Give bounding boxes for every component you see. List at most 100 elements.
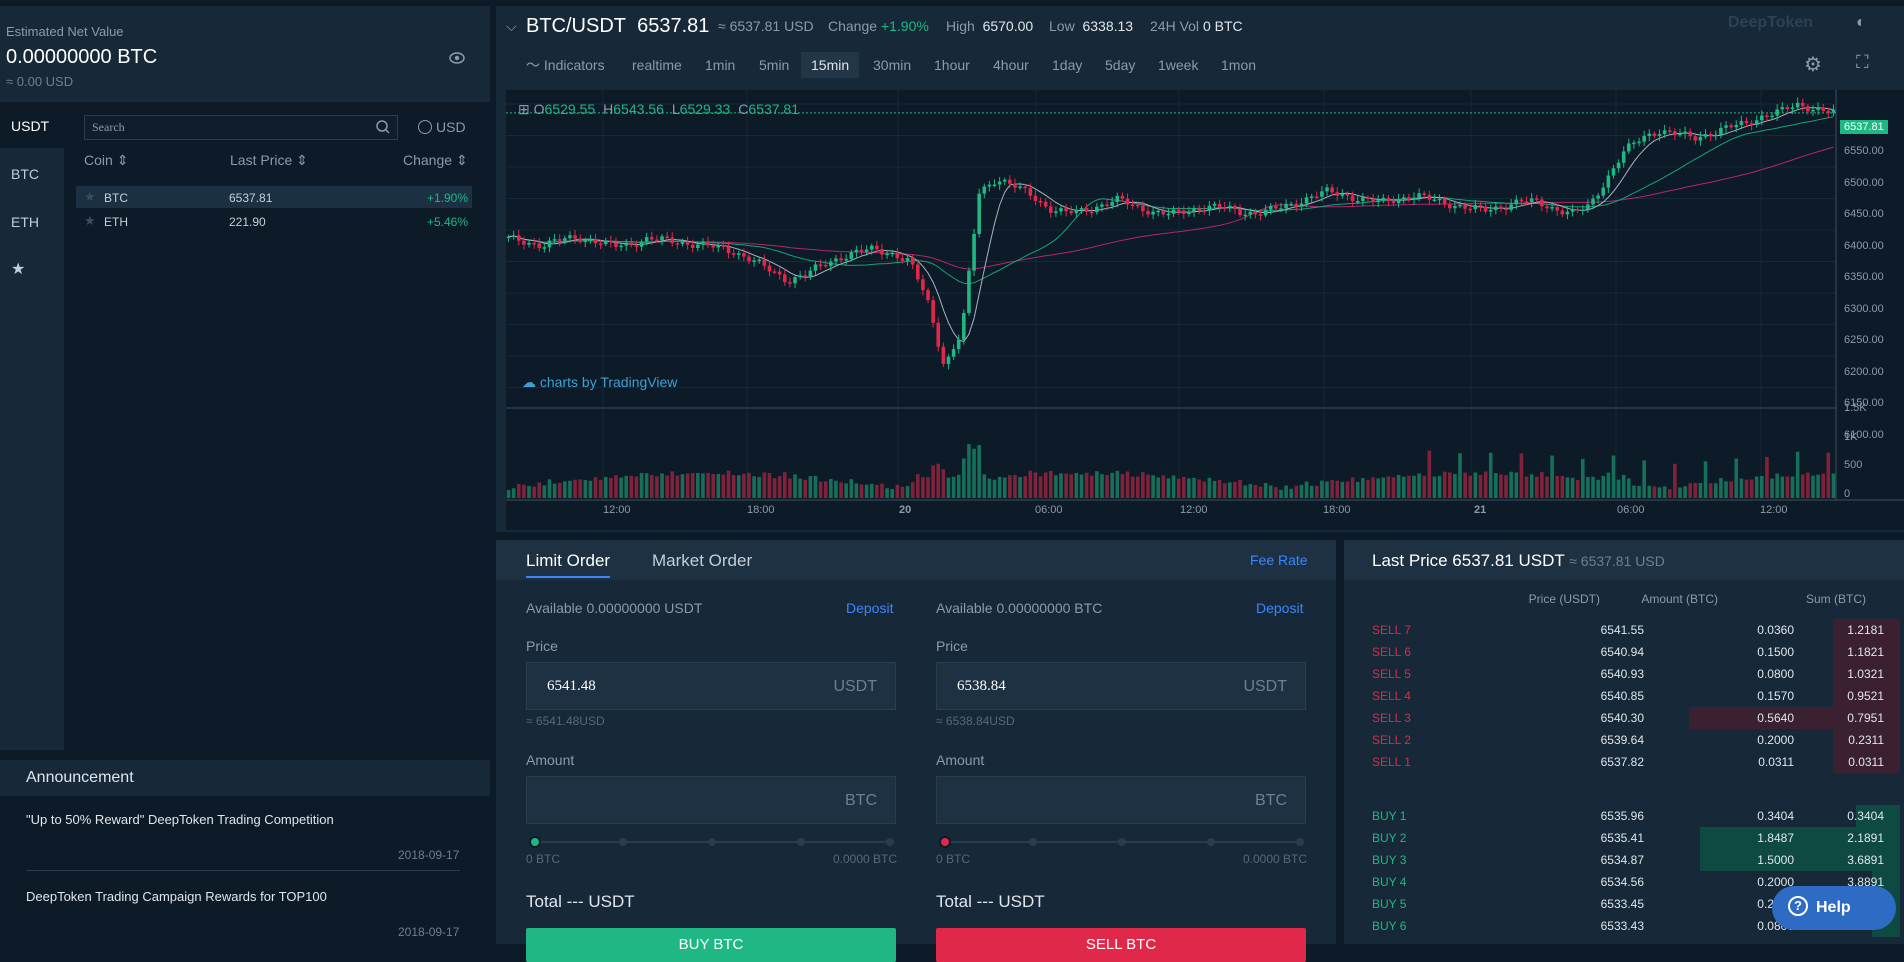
candle: [1110, 201, 1114, 206]
help-button[interactable]: ? Help: [1772, 886, 1896, 930]
candle: [685, 241, 690, 245]
coin-row-btc[interactable]: ★ BTC 6537.81 +1.90%: [76, 186, 472, 208]
interval-1day[interactable]: 1day: [1052, 57, 1083, 73]
col-header-change[interactable]: Change ⇕: [403, 152, 468, 169]
candle: [1529, 198, 1534, 202]
chevron-down-icon[interactable]: ⌵: [506, 18, 517, 34]
volume-bar: [542, 485, 547, 498]
tradingview-link[interactable]: ☁ charts by TradingView: [522, 374, 677, 391]
fee-rate-link[interactable]: Fee Rate: [1250, 552, 1308, 568]
interval-realtime[interactable]: realtime: [632, 57, 682, 73]
buys-row[interactable]: BUY 4 6534.56 0.2000 3.8891: [1344, 871, 1900, 893]
candle: [890, 252, 895, 255]
volume-bar: [506, 490, 511, 498]
sells-row[interactable]: SELL 7 6541.55 0.0360 1.2181: [1344, 619, 1900, 641]
col-header-price[interactable]: Last Price ⇕: [230, 152, 308, 169]
volume-bar: [1591, 476, 1595, 498]
volume-bar: [1002, 477, 1007, 498]
eye-icon[interactable]: [448, 50, 466, 66]
tab-btc[interactable]: BTC: [11, 166, 39, 182]
volume-bar: [941, 469, 946, 498]
sell-price-input[interactable]: 6538.84 USDT: [936, 662, 1306, 710]
search-icon[interactable]: [375, 119, 391, 135]
sells-row[interactable]: SELL 6 6540.94 0.1500 1.1821: [1344, 641, 1900, 663]
announcement-item[interactable]: DeepToken Trading Campaign Rewards for T…: [26, 889, 327, 904]
tradingview-label: charts by TradingView: [539, 374, 678, 390]
buy-amount-input[interactable]: BTC: [526, 776, 896, 824]
sell-button[interactable]: SELL BTC: [936, 928, 1306, 962]
time-axis-label: 06:00: [1617, 504, 1645, 516]
volume-bar: [1038, 476, 1043, 498]
buy-price-input[interactable]: 6541.48 USDT: [526, 662, 896, 710]
coin-row-eth[interactable]: ★ ETH 221.90 +5.46%: [76, 210, 472, 232]
price-chart[interactable]: [506, 90, 1904, 530]
candle: [1519, 199, 1524, 202]
volume-bar: [1458, 453, 1462, 498]
interval-1week[interactable]: 1week: [1158, 57, 1199, 73]
sell-deposit-link[interactable]: Deposit: [1256, 600, 1304, 616]
candle: [1606, 175, 1611, 188]
tab-limit-order[interactable]: Limit Order: [526, 551, 611, 570]
depth-bar: [1833, 663, 1900, 685]
favorites-star-icon[interactable]: ★: [11, 261, 26, 278]
volume-bar: [1289, 488, 1294, 498]
candle: [522, 240, 526, 245]
volume-bar: [1386, 476, 1391, 498]
buys-row[interactable]: BUY 3 6534.87 1.5000 3.6891: [1344, 849, 1900, 871]
sells-row[interactable]: SELL 3 6540.30 0.5640 0.7951: [1344, 707, 1900, 729]
star-icon[interactable]: ★: [84, 213, 96, 228]
volume-bar: [962, 458, 966, 498]
interval-15min[interactable]: 15min: [801, 52, 860, 78]
tab-usdt[interactable]: USDT: [0, 104, 64, 148]
volume-bar: [1115, 470, 1120, 498]
sells-row[interactable]: SELL 2 6539.64 0.2000 0.2311: [1344, 729, 1900, 751]
volume-bar: [844, 483, 848, 498]
candle: [1713, 134, 1718, 137]
candle: [1309, 196, 1314, 198]
interval-1min[interactable]: 1min: [705, 57, 736, 73]
volume-bar: [1340, 481, 1345, 498]
col-header-coin[interactable]: Coin ⇕: [84, 152, 128, 169]
candle: [573, 235, 577, 239]
sell-amount-slider[interactable]: [939, 836, 1304, 848]
tab-market-order[interactable]: Market Order: [652, 551, 753, 570]
chart-svg[interactable]: [506, 90, 1904, 530]
theme-toggle-icon[interactable]: ◐: [1856, 14, 1866, 31]
settings-gear-icon[interactable]: ⚙: [1804, 54, 1822, 76]
buy-slider-handle[interactable]: [529, 836, 541, 848]
buys-row[interactable]: BUY 2 6535.41 1.8487 2.1891: [1344, 827, 1900, 849]
interval-1hour[interactable]: 1hour: [934, 57, 970, 73]
sell-amount-input[interactable]: BTC: [936, 776, 1306, 824]
sells-row[interactable]: SELL 1 6537.82 0.0311 0.0311: [1344, 751, 1900, 773]
buy-amount-slider[interactable]: [529, 836, 894, 848]
announcement-item[interactable]: "Up to 50% Reward" DeepToken Trading Com…: [26, 812, 334, 827]
fullscreen-icon[interactable]: ⛶: [1856, 52, 1869, 72]
interval-5day[interactable]: 5day: [1105, 57, 1136, 73]
interval-5min[interactable]: 5min: [759, 57, 790, 73]
volume-bar: [803, 479, 808, 498]
sell-slider-handle[interactable]: [939, 836, 951, 848]
tab-eth[interactable]: ETH: [11, 214, 39, 230]
buy-amount-label: Amount: [526, 752, 575, 768]
star-icon[interactable]: ★: [84, 189, 96, 204]
candle: [992, 184, 997, 187]
interval-4hour[interactable]: 4hour: [993, 57, 1029, 73]
interval-30min[interactable]: 30min: [873, 57, 912, 73]
volume-bar: [1197, 479, 1201, 498]
currency-selector[interactable]: USD: [418, 119, 466, 135]
sells-row[interactable]: SELL 4 6540.85 0.1570 0.9521: [1344, 685, 1900, 707]
volume-bar: [869, 483, 874, 498]
buy-amount-unit: BTC: [845, 792, 877, 809]
buy-button[interactable]: BUY BTC: [526, 928, 896, 962]
book-row-label: SELL 4: [1372, 689, 1411, 703]
buys-row[interactable]: BUY 1 6535.96 0.3404 0.3404: [1344, 805, 1900, 827]
interval-1mon[interactable]: 1mon: [1221, 57, 1257, 73]
indicators-button[interactable]: 〜 Indicators: [516, 52, 615, 78]
volume-bar: [629, 475, 634, 498]
buy-deposit-link[interactable]: Deposit: [846, 600, 894, 616]
volume-bar: [1274, 487, 1278, 498]
sells-row[interactable]: SELL 5 6540.93 0.0800 1.0321: [1344, 663, 1900, 685]
book-row-amount: 0.0360: [1757, 623, 1794, 637]
search-input[interactable]: Search: [84, 115, 398, 140]
depth-bar: [1833, 729, 1900, 751]
